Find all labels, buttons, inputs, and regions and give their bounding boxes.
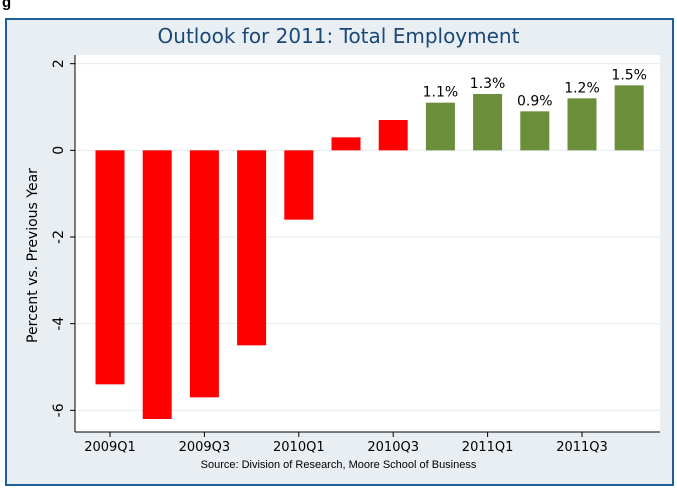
x-tick-label: 2010Q1 <box>273 440 325 455</box>
data-label-2011Q3: 1.2% <box>564 80 600 96</box>
bar-2011Q1 <box>473 94 503 151</box>
y-tick-label: -6 <box>51 403 67 417</box>
data-label-2010Q4: 1.1% <box>423 85 459 101</box>
bar-2011Q3 <box>567 98 597 151</box>
y-tick-label: 2 <box>51 59 67 68</box>
data-label-2011Q1: 1.3% <box>470 76 506 92</box>
x-tick-label: 2010Q3 <box>367 440 419 455</box>
y-tick-label: 0 <box>51 146 67 155</box>
y-tick-label: -2 <box>51 230 67 244</box>
x-tick-label: 2011Q1 <box>462 440 514 455</box>
plot-area <box>75 55 660 432</box>
x-tick-label: 2009Q3 <box>179 440 231 455</box>
bar-2011Q2 <box>520 111 550 151</box>
bar-2009Q3 <box>189 150 219 398</box>
data-label-2011Q2: 0.9% <box>517 93 553 109</box>
bar-2009Q2 <box>142 150 172 420</box>
bar-2009Q4 <box>237 150 267 346</box>
x-tick-label: 2009Q1 <box>84 440 136 455</box>
data-label-2011Q4: 1.5% <box>611 67 647 83</box>
x-tick-label: 2011Q3 <box>556 440 608 455</box>
bar-2009Q1 <box>95 150 125 385</box>
bar-2010Q2 <box>331 137 361 151</box>
y-tick-label: -4 <box>51 317 67 331</box>
bar-2010Q3 <box>378 120 408 151</box>
bar-2010Q4 <box>425 102 455 151</box>
chart-title: Outlook for 2011: Total Employment <box>157 24 520 48</box>
figure-label: g <box>2 0 12 11</box>
source-note: Source: Division of Research, Moore Scho… <box>200 459 477 471</box>
y-axis-title: Percent vs. Previous Year <box>25 168 41 343</box>
bar-2010Q1 <box>284 150 314 220</box>
bar-2011Q4 <box>614 85 644 151</box>
